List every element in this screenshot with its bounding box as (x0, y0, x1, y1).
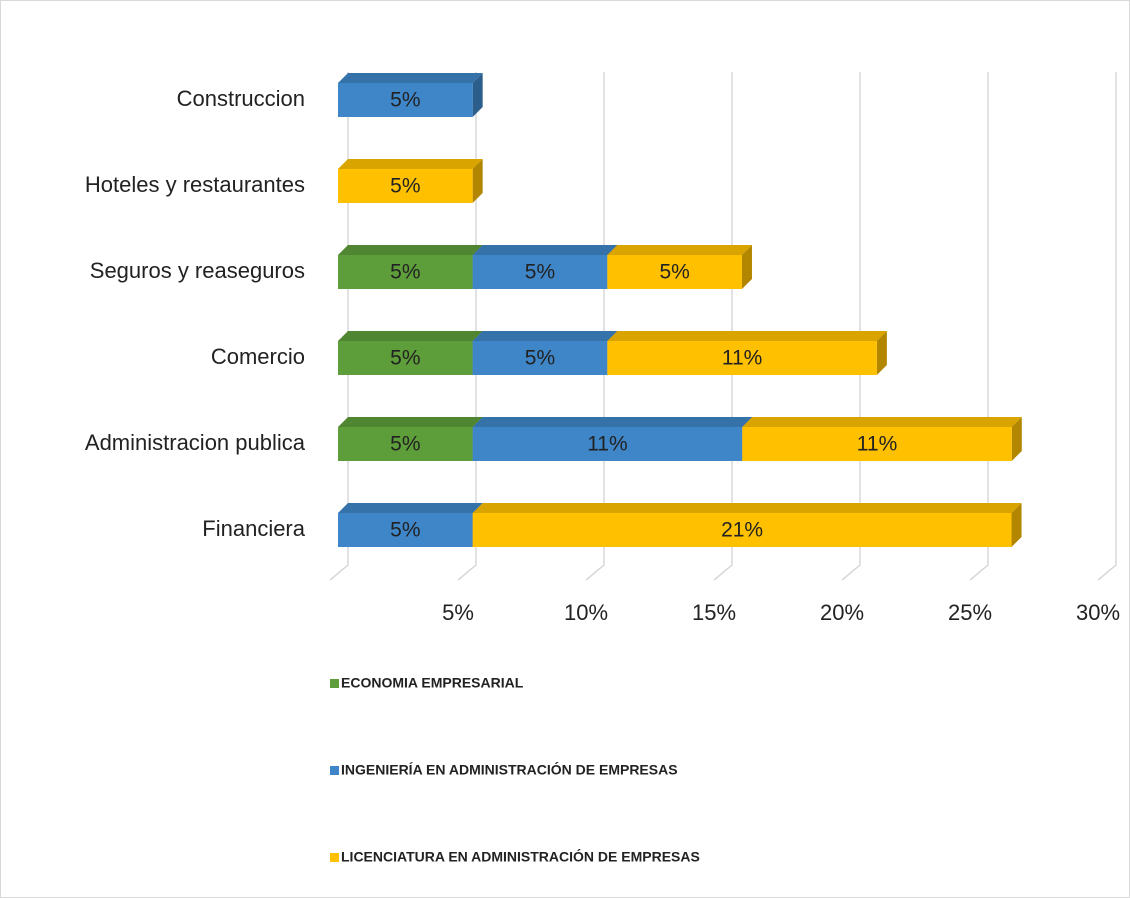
bar-face (1011, 417, 1022, 461)
grid-line (585, 72, 605, 581)
grid-line (713, 72, 733, 581)
bar-face (607, 245, 752, 255)
bar-face (472, 503, 1022, 513)
bar-face (741, 245, 752, 289)
bar-face (607, 255, 742, 289)
x-tick-label: 25% (948, 600, 992, 625)
bar-face (338, 503, 483, 513)
bar-face (338, 245, 483, 255)
value-label: 11% (722, 347, 762, 370)
value-label: 5% (390, 175, 420, 198)
legend-swatch (330, 679, 339, 688)
bar-face (338, 159, 483, 169)
bar-face (1011, 503, 1022, 547)
bar-face (338, 417, 483, 427)
bar-face (472, 513, 1012, 547)
legend-label: LICENCIATURA EN ADMINISTRACIÓN DE EMPRES… (341, 848, 700, 865)
category-label: Construccion (177, 86, 305, 111)
bar-face (338, 427, 473, 461)
x-tick-label: 10% (564, 600, 608, 625)
bar-face (607, 341, 877, 375)
x-tick-label: 5% (442, 600, 474, 625)
value-label: 5% (390, 433, 420, 456)
legend-swatch (330, 766, 339, 775)
x-tick-label: 20% (820, 600, 864, 625)
bar-face (472, 417, 753, 427)
grid-line (969, 72, 989, 581)
category-label: Financiera (202, 516, 305, 541)
category-label: Administracion publica (85, 430, 306, 455)
bar-face (472, 245, 618, 255)
bar-segment (607, 245, 752, 289)
legend-label: ECONOMIA EMPRESARIAL (341, 675, 524, 691)
axis-line (329, 72, 349, 581)
category-label: Comercio (211, 344, 305, 369)
x-tick-label: 30% (1076, 600, 1120, 625)
bar-face (876, 331, 887, 375)
grid-line (1097, 72, 1117, 581)
bar-face (742, 427, 1012, 461)
value-label: 11% (587, 433, 627, 456)
bar-face (338, 83, 473, 117)
bar-face (338, 331, 483, 341)
bar-face (472, 331, 618, 341)
bar-segment (338, 159, 483, 203)
bar-face (338, 255, 473, 289)
bar-segment (472, 331, 618, 375)
value-label: 5% (390, 261, 420, 284)
value-label: 5% (659, 261, 689, 284)
bar-face (472, 159, 483, 203)
bar-face (742, 417, 1022, 427)
bar-face (338, 73, 483, 83)
bar-face (472, 427, 743, 461)
bar-face (607, 331, 887, 341)
value-label: 5% (390, 347, 420, 370)
value-label: 21% (721, 519, 763, 542)
legend-swatch (330, 853, 339, 862)
bar-segment (607, 331, 887, 375)
bar-face (338, 341, 473, 375)
bar-segment (742, 417, 1022, 461)
value-label: 5% (525, 261, 555, 284)
category-label: Hoteles y restaurantes (85, 172, 305, 197)
value-label: 5% (390, 89, 420, 112)
legend-label: INGENIERÍA EN ADMINISTRACIÓN DE EMPRESAS (341, 761, 678, 778)
bar-face (338, 513, 473, 547)
bar-segment (338, 73, 483, 117)
grid-line (457, 72, 477, 581)
value-label: 5% (525, 347, 555, 370)
value-label: 11% (857, 433, 897, 456)
bar-segment (472, 503, 1022, 547)
bar-face (472, 255, 608, 289)
bar-face (338, 169, 473, 203)
x-tick-label: 15% (692, 600, 736, 625)
category-label: Seguros y reaseguros (90, 258, 305, 283)
value-label: 5% (390, 519, 420, 542)
grid-line (841, 72, 861, 581)
bar-face (472, 341, 608, 375)
bar-face (472, 73, 483, 117)
